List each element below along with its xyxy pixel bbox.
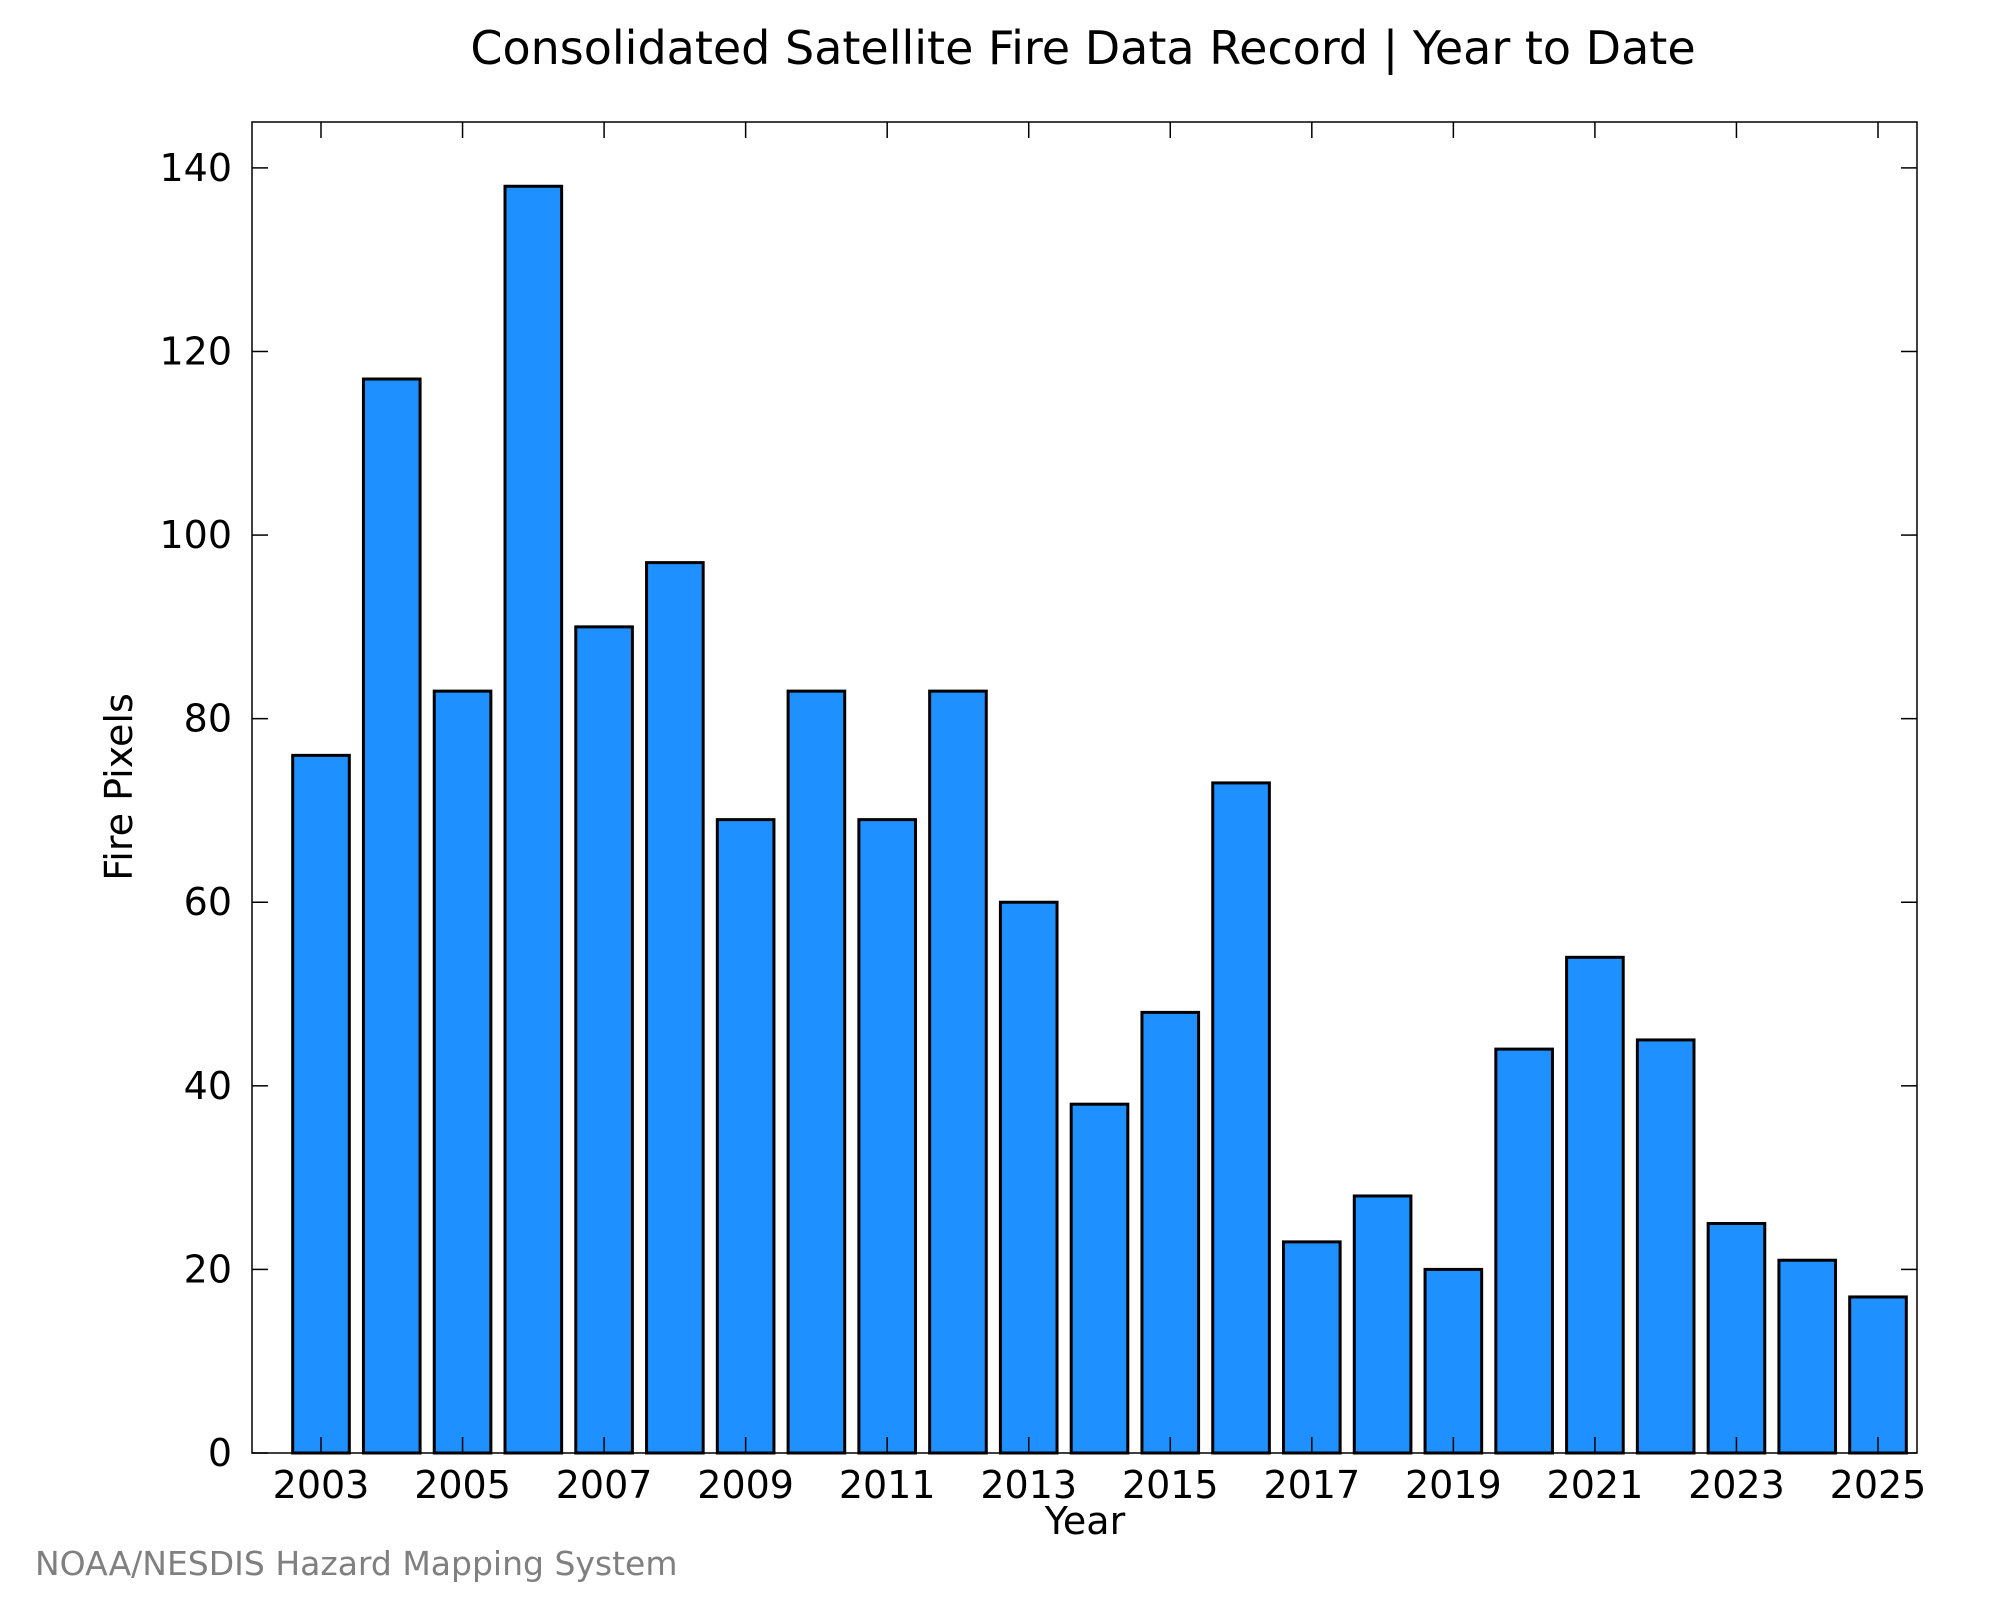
x-tick-label-2005: 2005	[414, 1463, 511, 1507]
y-tick-label-100: 100	[159, 513, 232, 557]
x-tick-label-2019: 2019	[1405, 1463, 1502, 1507]
x-tick-label-2011: 2011	[839, 1463, 936, 1507]
y-tick-label-120: 120	[159, 329, 232, 373]
y-tick-label-140: 140	[159, 146, 232, 190]
bar-2003	[291, 753, 351, 1455]
bar-2018	[1352, 1194, 1413, 1455]
y-axis-label: Fire Pixels	[97, 693, 141, 881]
bar-2019	[1423, 1267, 1484, 1455]
ticks-layer: 0 20 40 60 80 100 120 140 2003 2005 2007 2009 2011 20…	[159, 122, 1926, 1507]
x-tick-label-2007: 2007	[556, 1463, 653, 1507]
y-tick-label-40: 40	[184, 1064, 232, 1108]
x-tick-label-2013: 2013	[980, 1463, 1077, 1507]
chart-title: Consolidated Satellite Fire Data Record …	[470, 21, 1695, 76]
y-tick-label-60: 60	[184, 880, 232, 924]
bar-2013	[998, 900, 1059, 1455]
x-tick-label-2015: 2015	[1122, 1463, 1219, 1507]
bar-2017	[1282, 1240, 1342, 1455]
bar-2009	[715, 818, 776, 1455]
source-note: NOAA/NESDIS Hazard Mapping System	[35, 1544, 678, 1583]
bar-2015	[1140, 1010, 1201, 1455]
bar-2016	[1211, 781, 1271, 1455]
bar-2008	[645, 561, 705, 1455]
x-tick-label-2009: 2009	[697, 1463, 794, 1507]
x-tick-label-2023: 2023	[1688, 1463, 1785, 1507]
y-tick-label-20: 20	[184, 1247, 232, 1291]
x-axis-label: Year	[1044, 1499, 1126, 1543]
bar-2006	[503, 184, 564, 1455]
bar-2004	[361, 377, 422, 1455]
bar-2010	[786, 689, 847, 1455]
bar-2005	[432, 689, 493, 1455]
x-tick-label-2025: 2025	[1830, 1463, 1927, 1507]
x-tick-label-2017: 2017	[1263, 1463, 1360, 1507]
bar-2025	[1848, 1295, 1908, 1455]
bar-2021	[1565, 955, 1625, 1455]
bar-2014	[1069, 1102, 1130, 1455]
y-tick-label-80: 80	[184, 697, 232, 741]
y-tick-label-0: 0	[208, 1431, 232, 1475]
bar-2024	[1777, 1258, 1838, 1455]
bar-2022	[1635, 1038, 1696, 1455]
bar-2007	[574, 625, 634, 1455]
x-tick-label-2003: 2003	[273, 1463, 370, 1507]
plot-frame	[251, 121, 1918, 1454]
bar-2011	[857, 818, 917, 1455]
x-tick-label-2021: 2021	[1547, 1463, 1644, 1507]
bar-2020	[1494, 1047, 1554, 1455]
bar-2023	[1706, 1222, 1767, 1455]
bars-layer	[291, 184, 1908, 1455]
bar-2012	[928, 689, 988, 1455]
